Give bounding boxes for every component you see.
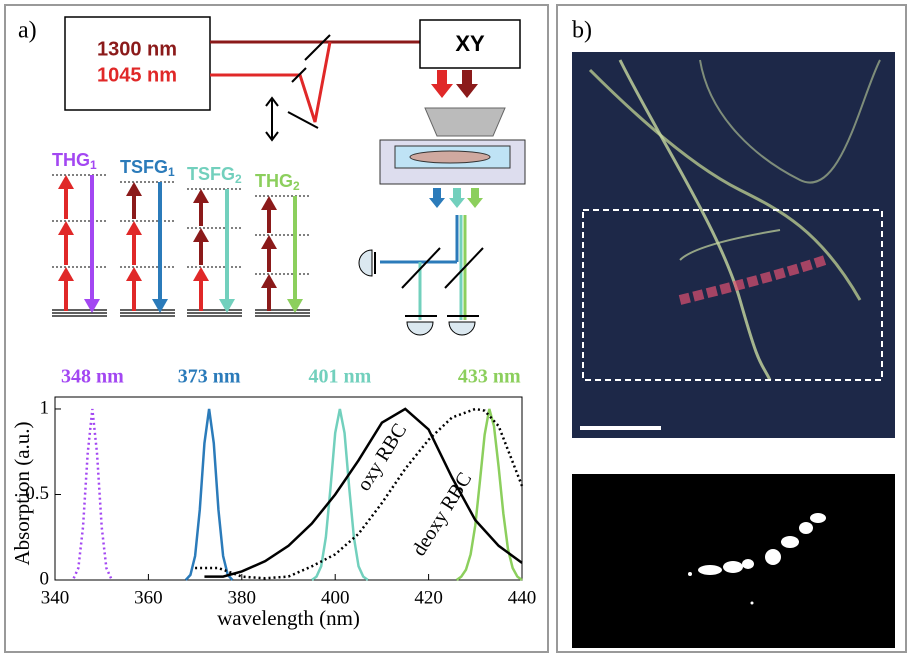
arrow-head: [84, 299, 100, 313]
x-tick-label: 360: [134, 587, 163, 608]
process-name: THG: [255, 171, 293, 191]
process-label: TSFG1: [120, 157, 175, 179]
process-label: THG1: [52, 150, 97, 172]
panel-a-frame: [4, 4, 549, 653]
x-tick-label: 440: [508, 587, 537, 608]
y-tick-label: 1: [40, 397, 50, 418]
scanner-box: [419, 19, 521, 69]
arrow-head: [261, 235, 277, 249]
series-line: [204, 407, 523, 578]
panel-label: a): [18, 18, 37, 44]
arrow-head: [193, 228, 209, 242]
peak-label: 433 nm: [458, 366, 521, 388]
arrow-head: [126, 182, 142, 196]
process-sub: 2: [293, 179, 300, 193]
plot-frame: [54, 396, 523, 581]
peak-label: 373 nm: [178, 366, 241, 388]
laser-label: 1045 nm: [97, 64, 177, 86]
series-line: [195, 407, 524, 580]
arrow-head: [261, 274, 277, 288]
arrow-head: [58, 175, 74, 189]
y-tick-label: 0: [40, 568, 50, 589]
y-tick-label: 0.5: [25, 483, 49, 504]
peak-label: 348 nm: [61, 366, 124, 388]
process-sub: 1: [168, 165, 175, 179]
x-axis-label: wavelength (nm): [217, 606, 360, 630]
process-label: THG2: [255, 171, 300, 193]
series-line: [72, 408, 113, 579]
laser-box: [64, 16, 211, 111]
energy-diagrams: THG1 TSFG1 TSFG2 THG2: [52, 150, 310, 317]
panel-b-frame: [556, 4, 907, 653]
arrow-head: [219, 299, 235, 313]
arrow-head: [287, 299, 303, 313]
process-sub: 2: [235, 172, 242, 186]
panel-label: b): [572, 18, 592, 44]
y-axis-label: Absorption (a.u.): [10, 421, 34, 565]
x-tick-label: 420: [414, 587, 443, 608]
process-name: THG: [52, 150, 90, 170]
arrow-head: [193, 189, 209, 203]
beam-path: [210, 34, 420, 142]
process-sub: 1: [90, 158, 97, 172]
x-tick-label: 340: [41, 587, 70, 608]
mask-image: [572, 474, 895, 648]
arrow-head: [261, 196, 277, 210]
arrow-head: [193, 267, 209, 281]
peak-label: 401 nm: [308, 366, 371, 388]
process-label: TSFG2: [187, 164, 242, 186]
arrow-head: [58, 221, 74, 235]
x-tick-label: 380: [228, 587, 257, 608]
series-line: [311, 408, 369, 582]
arrow-head: [58, 267, 74, 281]
scanner-label: XY: [455, 31, 485, 56]
process-name: TSFG: [187, 164, 235, 184]
laser-label: 1300 nm: [97, 38, 177, 60]
arrow-head: [152, 299, 168, 313]
series-line: [455, 408, 523, 582]
arrow-head: [126, 267, 142, 281]
curve-label: deoxy RBC: [408, 469, 476, 560]
microscopy-image: [572, 52, 895, 438]
x-tick-label: 400: [321, 587, 350, 608]
process-name: TSFG: [120, 157, 168, 177]
absorption-chart: 340 360 380 400 420 440 0 0.5 1 wavelength (nm) Ab…: [10, 366, 536, 630]
arrow-head: [126, 221, 142, 235]
series-line: [184, 408, 234, 581]
microscope: [358, 70, 526, 336]
